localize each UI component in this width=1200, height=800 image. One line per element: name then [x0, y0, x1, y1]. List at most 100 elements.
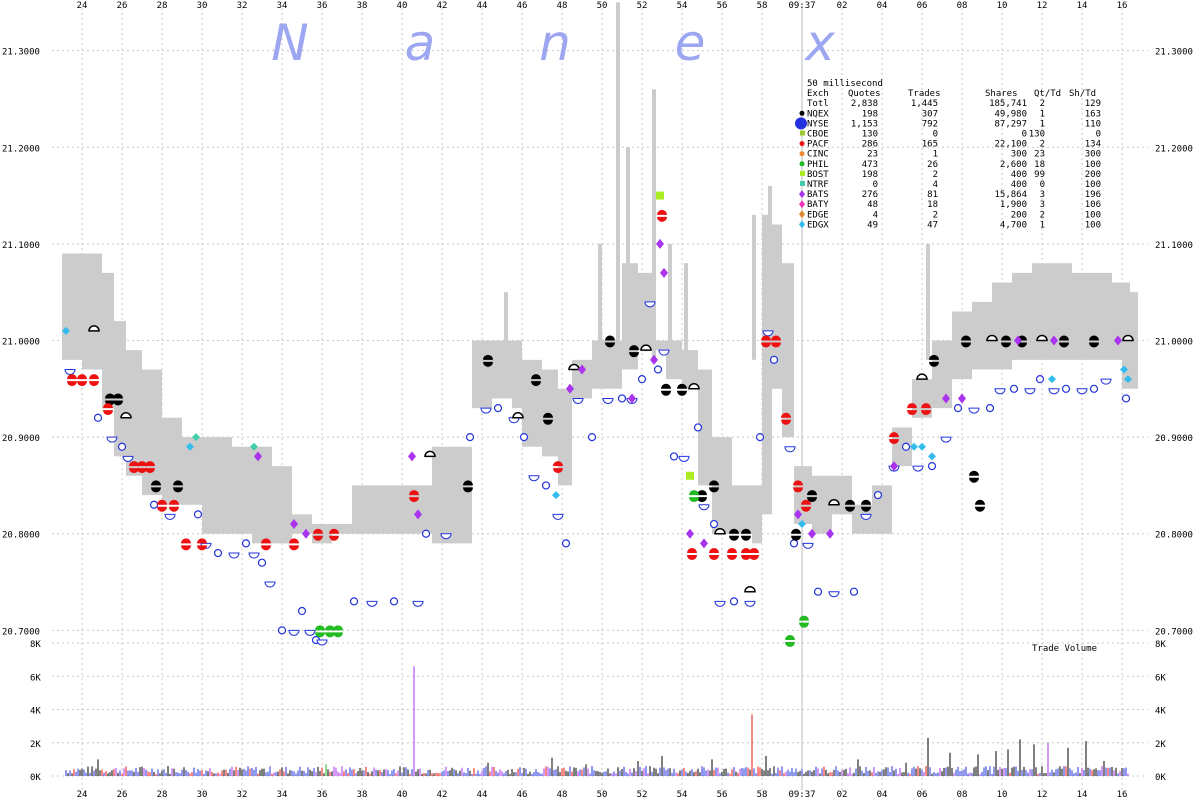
legend-row: EDGX 49 47 4,700 1 100 — [799, 220, 1101, 230]
quote-spike — [668, 243, 672, 360]
x-tick-label-bottom: 06 — [917, 790, 928, 800]
quote-marker-pacf — [709, 548, 719, 561]
quote-marker-nyse — [149, 500, 159, 509]
legend-cell: 2,600 — [1000, 160, 1027, 170]
quote-marker-nqex — [975, 499, 985, 512]
quote-marker-nyse — [994, 388, 1006, 395]
quote-spike — [598, 243, 602, 360]
quote-marker-nqex — [741, 528, 751, 541]
quote-marker-nyse — [106, 436, 118, 443]
legend-cell: 1 — [1040, 109, 1045, 119]
quote-marker-nyse — [349, 597, 359, 606]
quote-marker-phil — [785, 635, 795, 647]
legend-cell: 0 — [1096, 130, 1101, 140]
quote-marker-nqex — [916, 373, 928, 380]
legend-header: Exch — [807, 89, 829, 99]
x-tick-label-top: 42 — [437, 1, 448, 11]
quote-marker-nqex — [512, 412, 524, 419]
legend-cell: 1 — [1040, 119, 1045, 129]
y-tick-label-left: 21.2000 — [2, 144, 40, 154]
x-tick-label-bottom: 04 — [877, 790, 888, 800]
y-tick-label-left: 21.3000 — [2, 48, 40, 58]
quote-marker-pacf — [169, 499, 179, 512]
volume-axis-title: Trade Volume — [1032, 644, 1097, 654]
quote-marker-nqex — [861, 499, 871, 512]
legend-cell: Totl — [807, 99, 829, 109]
quote-marker-nyse — [519, 433, 529, 442]
quote-marker-pacf — [781, 412, 791, 425]
legend-cell: 198 — [862, 170, 878, 180]
quote-marker-bats — [290, 519, 298, 530]
quote-marker-nqex — [688, 383, 700, 390]
quote-marker-nqex — [961, 335, 971, 348]
quote-marker-edgx — [918, 442, 926, 451]
legend-cell: 196 — [1085, 190, 1101, 200]
legend-cell: 1,445 — [911, 99, 938, 109]
x-tick-label-bottom: 10 — [997, 790, 1008, 800]
legend-swatch — [800, 130, 805, 136]
quote-marker-pacf — [197, 538, 207, 551]
legend-cell: 106 — [1085, 200, 1101, 210]
quote-marker-nqex — [729, 528, 739, 541]
x-tick-label-top: 48 — [557, 1, 568, 11]
quote-marker-nyse — [658, 349, 670, 356]
legend-cell: 286 — [862, 140, 878, 150]
quote-marker-nyse — [93, 413, 103, 422]
legend-cell: 300 — [1085, 150, 1101, 160]
quote-marker-nyse — [288, 629, 300, 636]
quote-marker-nyse — [316, 639, 328, 646]
quote-marker-nyse — [412, 600, 424, 607]
quote-marker-nqex — [1122, 334, 1134, 342]
quote-marker-nyse — [164, 513, 176, 520]
quote-marker-nyse — [541, 481, 551, 490]
quote-marker-phil — [333, 625, 343, 638]
legend-cell: 47 — [927, 220, 938, 230]
x-tick-label-bottom: 40 — [397, 790, 408, 800]
legend-cell: 200 — [1011, 210, 1027, 220]
legend-cell: 81 — [927, 190, 938, 200]
x-tick-label-top: 58 — [757, 1, 768, 11]
quote-marker-bats — [1050, 335, 1058, 346]
legend-cell: 0 — [1022, 130, 1027, 140]
legend-cell: 163 — [1085, 109, 1101, 119]
legend-header: Shares — [985, 89, 1018, 99]
legend-cell: 100 — [1085, 220, 1101, 230]
legend-cell: 185,741 — [989, 99, 1027, 109]
quote-marker-bats — [650, 354, 658, 365]
quote-marker-nqex — [120, 412, 132, 419]
quote-marker-edgx — [186, 442, 194, 451]
legend-cell: 4 — [933, 180, 938, 190]
quote-marker-nqex — [714, 528, 726, 535]
quote-spike — [684, 263, 688, 360]
quote-marker-bats — [1014, 335, 1022, 346]
y-tick-label-left: 20.8000 — [2, 531, 40, 541]
legend-cell: 473 — [862, 160, 878, 170]
x-tick-label-top: 26 — [117, 1, 128, 11]
x-tick-label-top: 28 — [157, 1, 168, 11]
quote-markers — [62, 191, 1134, 647]
quote-marker-nyse — [297, 606, 307, 616]
quote-marker-nyse — [1009, 384, 1019, 393]
x-tick-label-top: 32 — [237, 1, 248, 11]
x-tick-label-bottom: 09:37 — [788, 790, 815, 800]
legend-cell: 100 — [1085, 160, 1101, 170]
legend-cell: 23 — [867, 150, 878, 160]
quote-marker-nqex — [1089, 335, 1099, 348]
legend-cell: 3 — [1040, 190, 1045, 200]
quote-marker-nqex — [605, 335, 615, 348]
quote-marker-pacf — [657, 209, 667, 222]
quote-marker-nyse — [122, 455, 134, 462]
legend-row: Totl 2,838 1,445 185,741 2 129 — [807, 99, 1101, 109]
x-tick-label-top: 04 — [877, 1, 888, 11]
legend-row: CINC 23 1 300 23 300 — [799, 150, 1101, 160]
legend-title: 50 millisecond — [807, 79, 883, 89]
x-tick-label-top: 56 — [717, 1, 728, 11]
quote-marker-bats — [660, 267, 668, 278]
quote-marker-nqex — [845, 499, 855, 512]
legend-cell: 99 — [1034, 170, 1045, 180]
x-tick-label-bottom: 50 — [597, 790, 608, 800]
x-tick-label-bottom: 30 — [197, 790, 208, 800]
quote-marker-nyse — [802, 542, 814, 549]
